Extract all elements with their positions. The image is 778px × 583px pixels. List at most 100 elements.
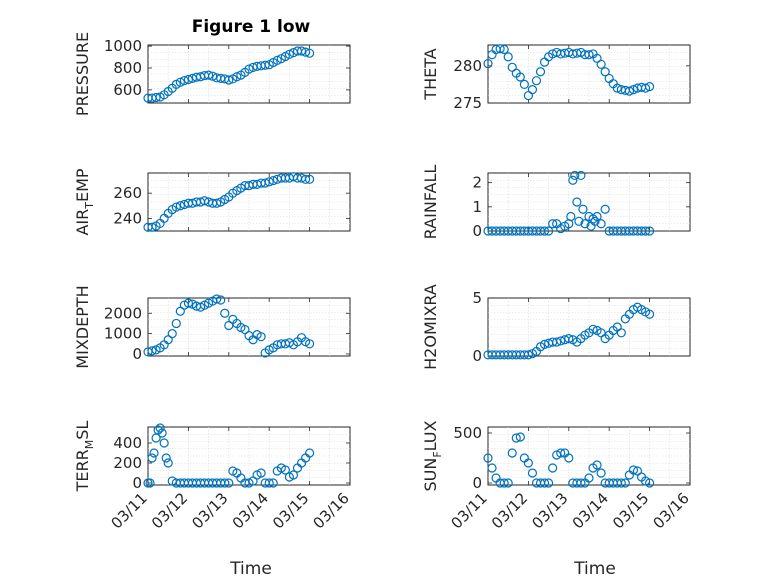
data-point-terr_msl <box>268 478 278 488</box>
data-point-sun_flux <box>616 478 626 488</box>
data-point-pressure <box>224 75 234 85</box>
data-point-mixdepth <box>220 308 230 318</box>
y-tick-label: 1000 <box>104 37 142 55</box>
x-tick-label: 03/16 <box>650 489 693 532</box>
data-point-sun_flux <box>628 465 639 475</box>
y-tick-label: 260 <box>113 184 142 202</box>
y-tick-label: 280 <box>453 57 482 75</box>
data-point-rainfall <box>600 204 610 214</box>
data-point-h2omixra <box>539 339 550 349</box>
data-point-sun_flux <box>644 478 655 488</box>
data-point-pressure <box>175 77 185 87</box>
data-point-terr_msl <box>155 423 165 433</box>
data-point-terr_msl <box>264 478 274 488</box>
data-point-rainfall <box>566 211 576 222</box>
data-point-sun_flux <box>539 478 550 488</box>
data-point-terr_msl <box>159 438 169 448</box>
data-point-air_temp <box>264 177 274 187</box>
data-point-sun_flux <box>584 473 594 483</box>
data-point-theta <box>612 83 622 93</box>
x-tick-label: 03/16 <box>310 489 353 532</box>
y-tick-label: 500 <box>453 424 482 442</box>
y-tick-label: 600 <box>113 81 142 99</box>
data-point-theta <box>527 85 538 95</box>
data-point-mixdepth <box>167 329 177 339</box>
data-point-rainfall <box>543 226 554 236</box>
figure-title: Figure 1 low <box>192 17 311 37</box>
data-point-rainfall <box>572 197 582 207</box>
x-tick-label: 03/15 <box>609 489 652 532</box>
data-point-sun_flux <box>483 453 493 463</box>
data-point-rainfall <box>576 170 586 181</box>
y-tick-label: 0 <box>132 345 142 363</box>
y-axis-label-h2omixra: H2OMIXRA <box>421 284 440 370</box>
data-point-sun_flux <box>487 463 497 473</box>
data-point-sun_flux <box>499 478 509 488</box>
data-point-terr_msl <box>163 458 173 468</box>
data-point-terr_msl <box>147 453 157 463</box>
data-point-rainfall <box>539 226 550 236</box>
y-tick-label: 2000 <box>104 304 142 322</box>
x-tick-label: 03/13 <box>528 489 571 532</box>
x-tick-label: 03/14 <box>569 489 612 532</box>
data-point-mixdepth <box>147 346 157 356</box>
x-tick-label: 03/11 <box>108 489 151 532</box>
data-point-theta <box>535 67 546 77</box>
data-point-sun_flux <box>507 448 517 458</box>
data-point-rainfall <box>570 170 580 181</box>
subplot-rainfall: 0 1 2 RAINFALL <box>421 165 691 240</box>
data-point-air_temp <box>305 174 315 184</box>
data-point-sun_flux <box>527 468 538 478</box>
data-point-theta <box>584 50 594 60</box>
data-point-sun_flux <box>503 478 513 488</box>
data-point-rainfall <box>548 219 558 229</box>
data-point-theta <box>519 79 529 90</box>
y-axis-label-rainfall: RAINFALL <box>421 165 440 240</box>
data-point-theta <box>499 44 509 55</box>
data-point-air_temp <box>260 178 270 188</box>
data-point-theta <box>503 52 513 62</box>
data-point-theta <box>483 58 493 69</box>
data-point-sun_flux <box>548 463 558 473</box>
data-point-pressure <box>272 55 282 65</box>
data-point-pressure <box>244 64 254 74</box>
data-point-mixdepth <box>216 295 226 305</box>
data-point-theta <box>628 85 639 95</box>
data-point-mixdepth <box>212 294 222 304</box>
data-point-rainfall <box>568 175 578 185</box>
data-point-theta <box>600 67 610 77</box>
data-point-h2omixra <box>616 328 626 338</box>
y-tick-label: 0 <box>472 474 482 492</box>
x-axis-label-right: Time <box>573 559 616 579</box>
data-point-terr_msl <box>256 468 266 478</box>
data-point-h2omixra <box>588 324 598 334</box>
data-point-terr_msl <box>224 478 234 488</box>
x-tick-label: 03/13 <box>188 489 231 532</box>
x-tick-label: 03/12 <box>148 489 191 532</box>
data-point-sun_flux <box>592 460 602 470</box>
data-point-pressure <box>151 92 161 103</box>
data-point-pressure <box>296 46 307 56</box>
data-point-rainfall <box>580 219 590 229</box>
y-axis-label-theta: THETA <box>421 48 440 100</box>
data-point-sun_flux <box>543 478 554 488</box>
data-point-terr_msl <box>157 428 167 438</box>
data-point-sun_flux <box>620 478 630 488</box>
data-point-sun_flux <box>556 448 566 458</box>
data-point-pressure <box>183 74 193 85</box>
data-point-theta <box>596 59 606 69</box>
subplot-theta: 275 280 THETA <box>421 44 691 112</box>
y-tick-label: 5 <box>472 289 482 307</box>
y-tick-label: 0 <box>472 347 482 365</box>
data-point-terr_msl <box>288 470 299 480</box>
y-tick-label: 240 <box>113 209 142 227</box>
data-point-air_temp <box>175 201 185 211</box>
data-point-theta <box>644 82 655 92</box>
y-tick-label: 1000 <box>104 325 142 343</box>
data-point-h2omixra <box>523 350 534 360</box>
data-point-pressure <box>300 47 311 57</box>
data-point-sun_flux <box>511 433 521 443</box>
y-tick-label: 800 <box>113 59 142 77</box>
